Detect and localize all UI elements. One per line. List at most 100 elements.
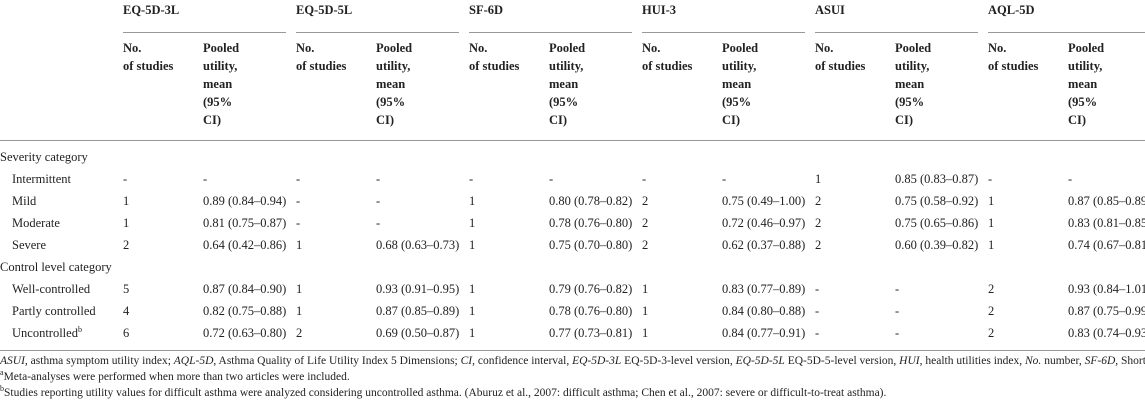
abbr-text: , health utilities index, <box>919 355 1026 367</box>
row-label: Uncontrolledb <box>12 325 82 342</box>
footnote-mark: b <box>0 384 4 394</box>
abbr-text: EQ-5D-5-level version, <box>784 355 900 367</box>
count-header: of studies <box>815 59 866 73</box>
instrument-header: EQ-5D-3L <box>123 3 180 17</box>
cell: 2 <box>642 216 649 230</box>
pooled-header: utility, <box>203 59 238 73</box>
group-rule <box>642 32 805 33</box>
footnote: aMeta-analyses were performed when more … <box>0 369 350 385</box>
pooled-header: (95% <box>895 95 925 109</box>
cell: - <box>296 194 301 208</box>
cell: 0.89 (0.84–0.94) <box>203 194 287 208</box>
pooled-header: mean <box>203 77 233 91</box>
row-label: Partly controlled <box>12 303 96 320</box>
group-rule <box>469 32 632 33</box>
cell: - <box>815 326 820 340</box>
count-header: of studies <box>296 59 347 73</box>
count-header: No. <box>296 41 315 55</box>
cell: 0.93 (0.84–1.01) <box>1068 282 1145 296</box>
bottom-rule <box>0 350 1145 351</box>
group-rule <box>296 32 459 33</box>
pooled-header: Pooled <box>549 41 586 55</box>
count-header: No. <box>123 41 142 55</box>
cell: 2 <box>988 282 995 296</box>
group-rule <box>123 32 286 33</box>
footnote-mark: a <box>0 368 4 378</box>
cell: 0.75 (0.70–0.80) <box>549 238 633 252</box>
cell: 1 <box>123 194 130 208</box>
cell: 2 <box>296 326 303 340</box>
abbr: AQL-5D <box>173 355 214 367</box>
cell: 1 <box>642 282 649 296</box>
pooled-header: Pooled <box>203 41 240 55</box>
cell: 2 <box>815 216 822 230</box>
cell: 4 <box>123 304 130 318</box>
count-header: No. <box>469 41 488 55</box>
cell: 0.78 (0.76–0.80) <box>549 304 633 318</box>
cell: 0.84 (0.77–0.91) <box>722 326 806 340</box>
cell: 0.79 (0.76–0.82) <box>549 282 633 296</box>
group-rule <box>988 32 1145 33</box>
instrument-header: AQL-5D <box>988 3 1035 17</box>
pooled-header: utility, <box>895 59 930 73</box>
section-title: Control level category <box>0 260 112 274</box>
cell: - <box>549 172 554 186</box>
cell: 2 <box>642 238 649 252</box>
cell: 0.60 (0.39–0.82) <box>895 238 979 252</box>
pooled-header: mean <box>1068 77 1098 91</box>
abbr-text: , asthma symptom utility index; <box>24 355 174 367</box>
count-header: of studies <box>642 59 693 73</box>
pooled-header: utility, <box>1068 59 1103 73</box>
cell: 0.87 (0.85–0.89) <box>376 304 460 318</box>
cell: - <box>469 172 474 186</box>
footnote-mark: b <box>77 324 82 334</box>
pooled-header: mean <box>376 77 406 91</box>
cell: - <box>895 326 900 340</box>
cell: 1 <box>296 304 303 318</box>
count-header: of studies <box>123 59 174 73</box>
abbr: No. <box>1025 355 1042 367</box>
cell: 2 <box>642 194 649 208</box>
footnote-text: Studies reporting utility values for dif… <box>4 387 887 399</box>
cell: 0.80 (0.78–0.82) <box>549 194 633 208</box>
row-label-text: Uncontrolled <box>12 326 78 340</box>
cell: 0.87 (0.85–0.89) <box>1068 194 1145 208</box>
cell: - <box>296 216 301 230</box>
cell: 1 <box>469 326 476 340</box>
cell: - <box>895 282 900 296</box>
pooled-header: CI) <box>1068 113 1087 127</box>
row-label-text: Partly controlled <box>12 304 96 318</box>
cell: 0.81 (0.75–0.87) <box>203 216 287 230</box>
abbr-text: , confidence interval, <box>472 355 573 367</box>
cell: 2 <box>988 304 995 318</box>
row-label-text: Intermittent <box>12 172 72 186</box>
footnote: bStudies reporting utility values for di… <box>0 385 886 401</box>
pooled-header: CI) <box>722 113 741 127</box>
count-header: of studies <box>469 59 520 73</box>
pooled-header: utility, <box>549 59 584 73</box>
cell: 0.74 (0.67–0.81) <box>1068 238 1145 252</box>
count-header: No. <box>642 41 661 55</box>
cell: 2 <box>988 326 995 340</box>
pooled-header: mean <box>549 77 579 91</box>
cell: 0.83 (0.77–0.89) <box>722 282 806 296</box>
cell: 1 <box>815 172 822 186</box>
cell: - <box>376 216 381 230</box>
count-header: No. <box>988 41 1007 55</box>
cell: 1 <box>469 304 476 318</box>
cell: 0.83 (0.81–0.85) <box>1068 216 1145 230</box>
row-label: Moderate <box>12 215 60 232</box>
cell: - <box>642 172 647 186</box>
instrument-header: SF-6D <box>469 3 504 17</box>
cell: 0.85 (0.83–0.87) <box>895 172 979 186</box>
cell: 5 <box>123 282 130 296</box>
pooled-header: CI) <box>895 113 914 127</box>
cell: 1 <box>988 216 995 230</box>
pooled-header: Pooled <box>376 41 413 55</box>
cell: - <box>988 172 993 186</box>
cell: - <box>722 172 727 186</box>
cell: 1 <box>296 238 303 252</box>
cell: 0.72 (0.63–0.80) <box>203 326 287 340</box>
row-label: Intermittent <box>12 171 71 188</box>
